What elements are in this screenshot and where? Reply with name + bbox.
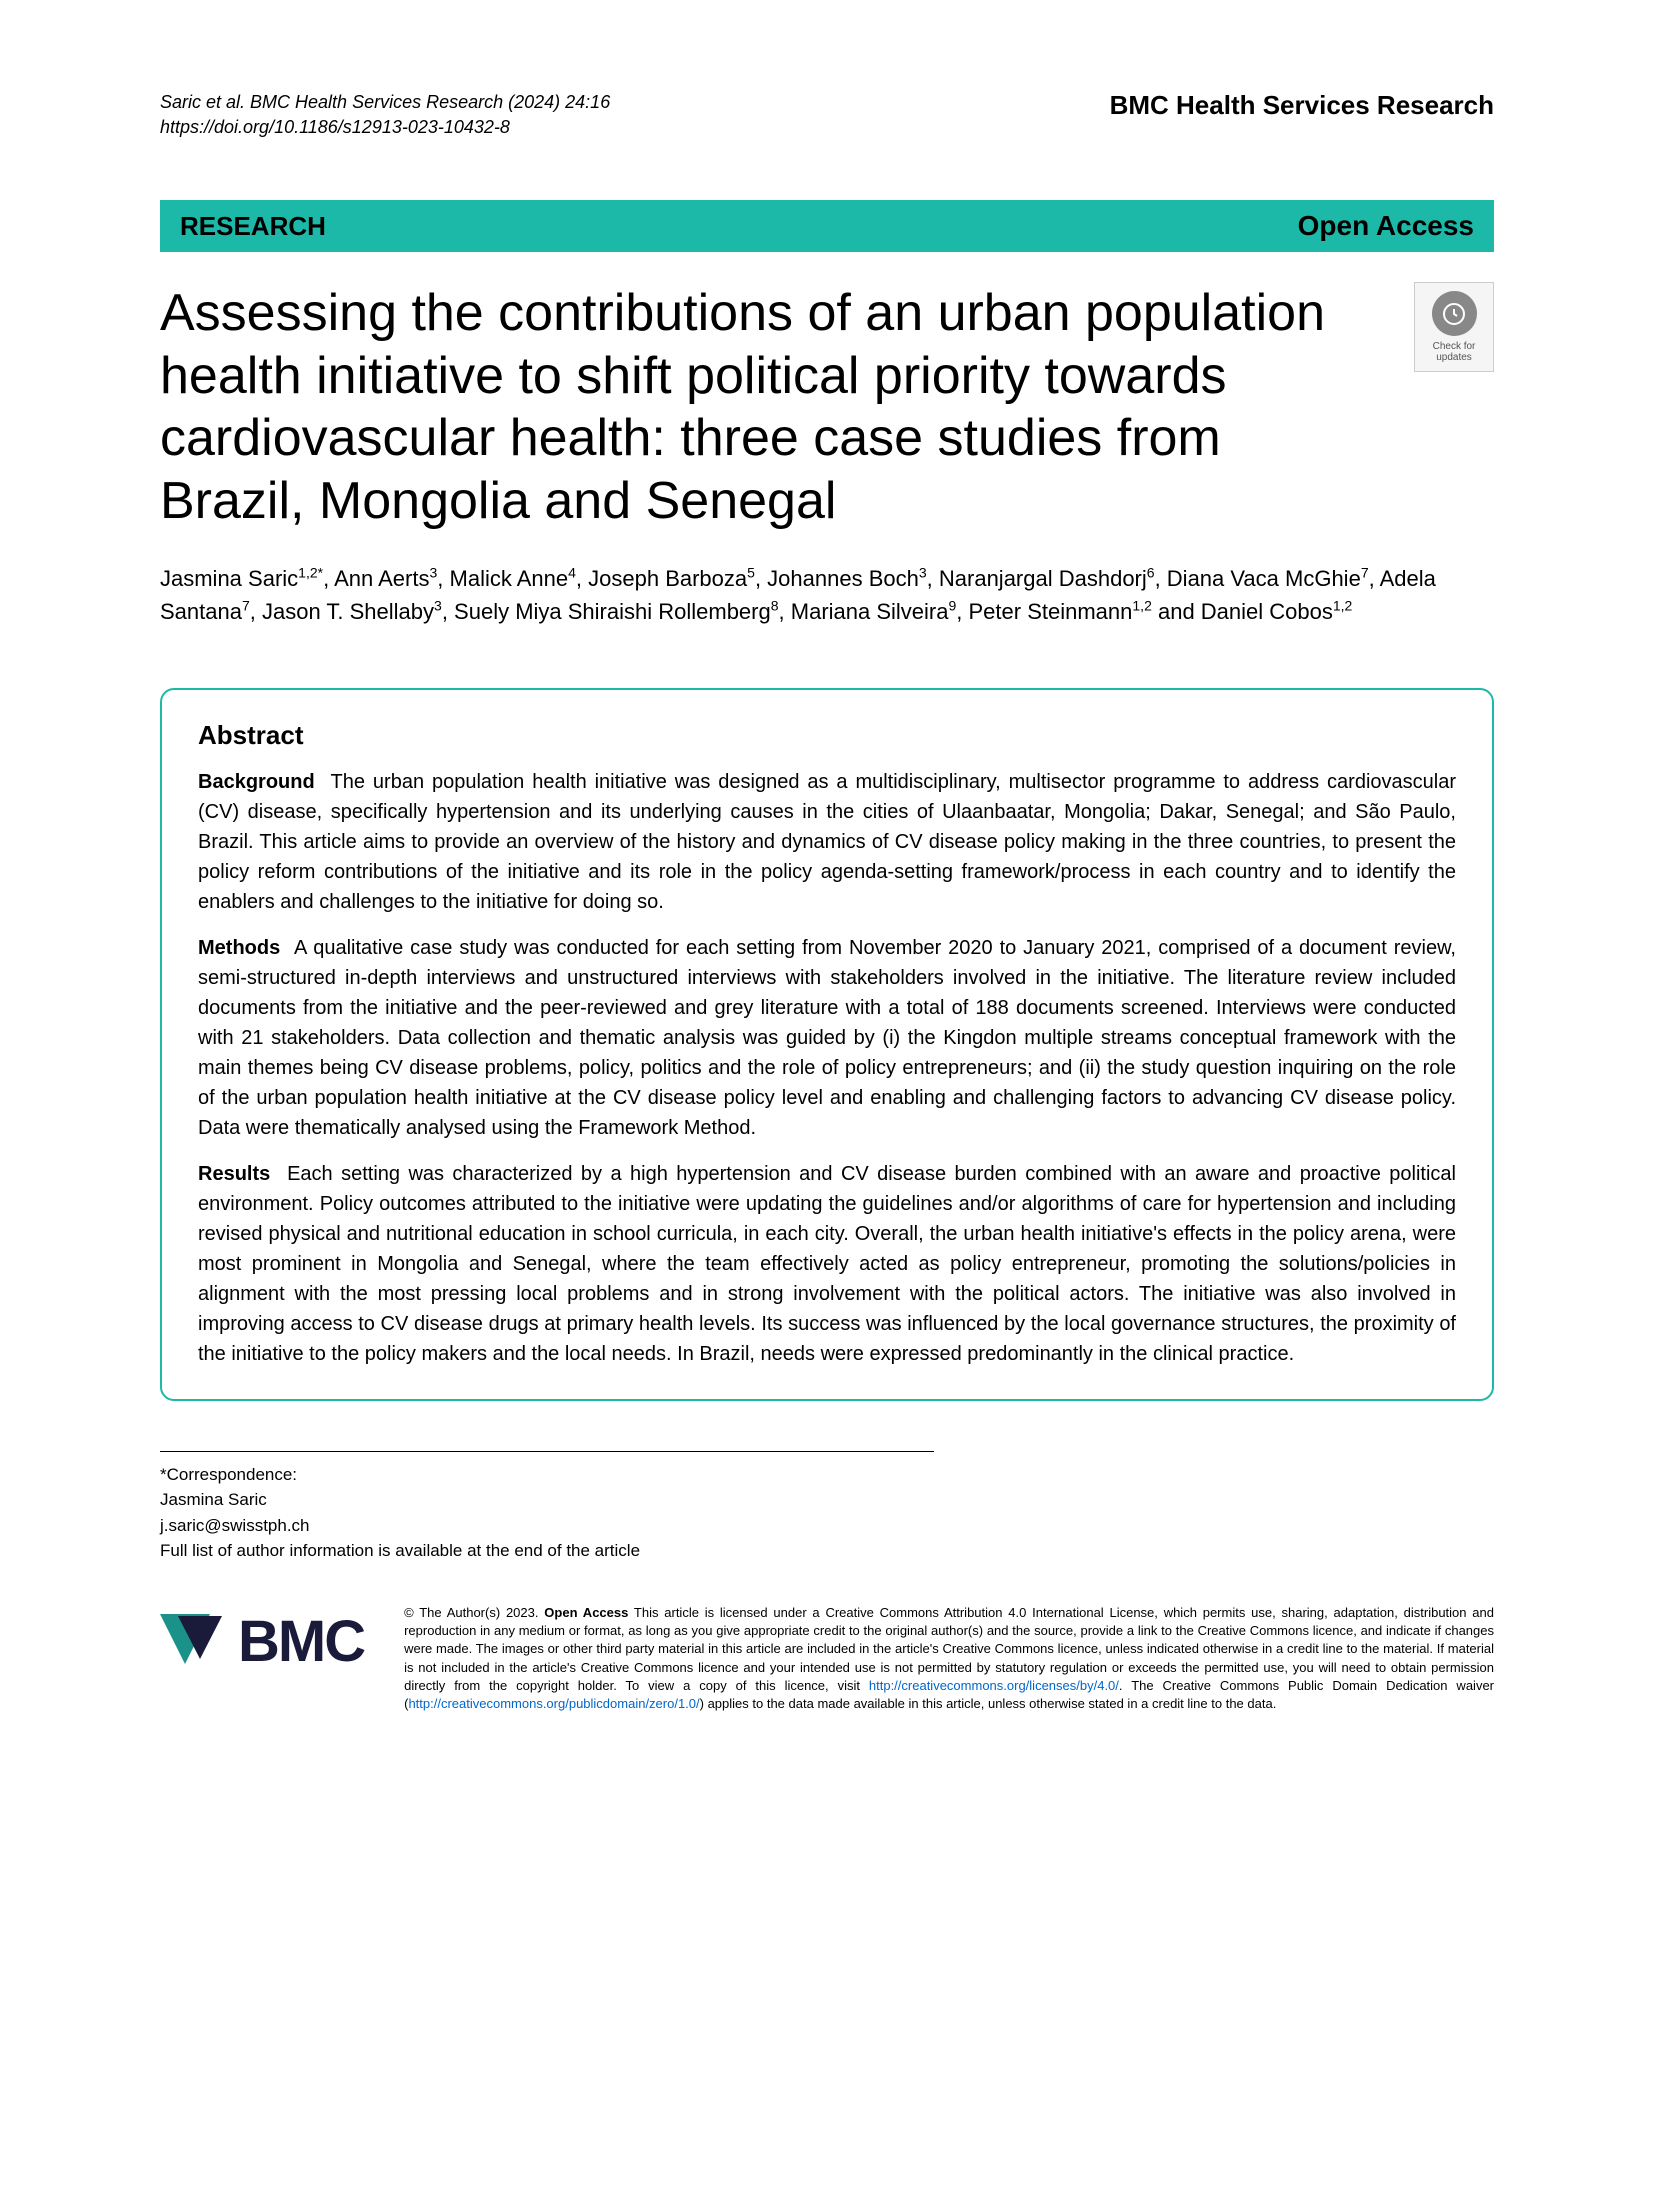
background-label: Background xyxy=(198,771,315,793)
methods-text: A qualitative case study was conducted f… xyxy=(198,937,1456,1139)
research-label: RESEARCH xyxy=(180,211,326,242)
authors-list: Jasmina Saric1,2*, Ann Aerts3, Malick An… xyxy=(160,562,1494,628)
page-header: Saric et al. BMC Health Services Researc… xyxy=(160,90,1494,140)
bmc-logo-icon xyxy=(160,1604,230,1679)
abstract-heading: Abstract xyxy=(198,720,1456,751)
license-link-by[interactable]: http://creativecommons.org/licenses/by/4… xyxy=(869,1678,1119,1693)
correspondence-label: *Correspondence: xyxy=(160,1462,934,1488)
title-section: Assessing the contributions of an urban … xyxy=(160,282,1494,532)
open-access-label: Open Access xyxy=(1298,210,1474,242)
check-updates-icon xyxy=(1432,291,1477,336)
abstract-results: Results Each setting was characterized b… xyxy=(198,1159,1456,1369)
background-text: The urban population health initiative w… xyxy=(198,771,1456,913)
citation-doi: https://doi.org/10.1186/s12913-023-10432… xyxy=(160,115,610,140)
methods-label: Methods xyxy=(198,937,280,959)
correspondence-block: *Correspondence: Jasmina Saric j.saric@s… xyxy=(160,1451,934,1564)
abstract-background: Background The urban population health i… xyxy=(198,767,1456,917)
results-text: Each setting was characterized by a high… xyxy=(198,1163,1456,1365)
correspondence-email: j.saric@swisstph.ch xyxy=(160,1513,934,1539)
journal-name-header: BMC Health Services Research xyxy=(1110,90,1494,121)
correspondence-name: Jasmina Saric xyxy=(160,1487,934,1513)
article-title: Assessing the contributions of an urban … xyxy=(160,282,1494,532)
license-text: © The Author(s) 2023. Open Access This a… xyxy=(404,1604,1494,1713)
correspondence-note: Full list of author information is avail… xyxy=(160,1538,934,1564)
citation-block: Saric et al. BMC Health Services Researc… xyxy=(160,90,610,140)
article-type-banner: RESEARCH Open Access xyxy=(160,200,1494,252)
bmc-logo: BMC xyxy=(160,1604,364,1679)
citation-line1: Saric et al. BMC Health Services Researc… xyxy=(160,90,610,115)
check-updates-text1: Check for xyxy=(1433,341,1476,352)
footer-row: BMC © The Author(s) 2023. Open Access Th… xyxy=(160,1604,1494,1713)
abstract-box: Abstract Background The urban population… xyxy=(160,688,1494,1401)
check-updates-text2: updates xyxy=(1436,352,1472,363)
license-link-cc0[interactable]: http://creativecommons.org/publicdomain/… xyxy=(408,1696,699,1711)
results-label: Results xyxy=(198,1163,270,1185)
abstract-methods: Methods A qualitative case study was con… xyxy=(198,933,1456,1143)
bmc-logo-text: BMC xyxy=(238,1608,364,1675)
check-updates-badge[interactable]: Check for updates xyxy=(1414,282,1494,372)
